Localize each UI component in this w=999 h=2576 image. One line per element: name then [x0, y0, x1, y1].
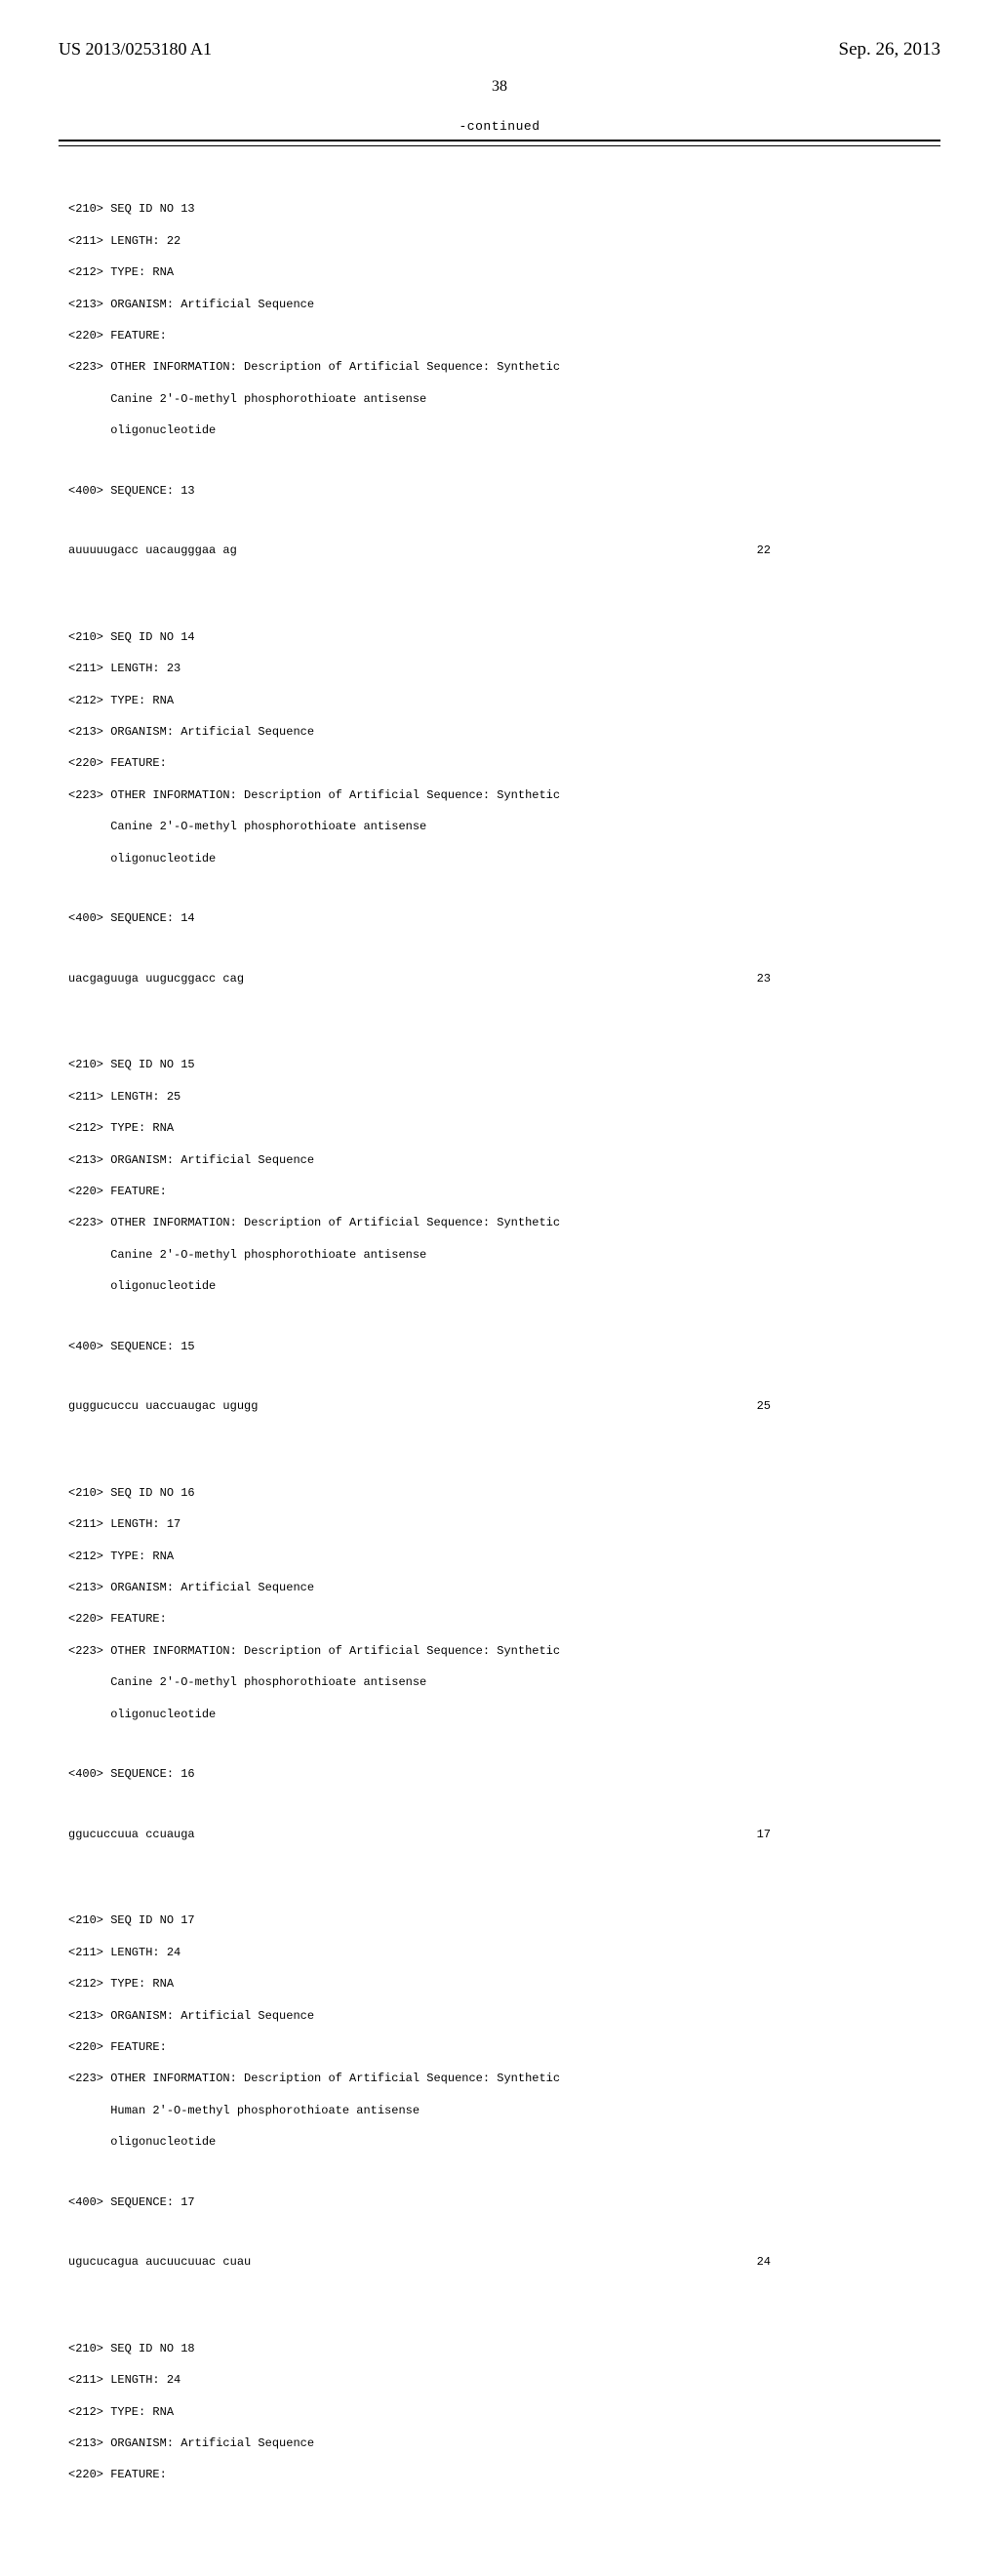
seq-feature-line: <220> FEATURE:	[68, 1184, 931, 1199]
top-rule	[59, 140, 940, 141]
seq-length: 17	[732, 1827, 771, 1842]
continued-label: -continued	[59, 119, 940, 134]
seq-organism-line: <213> ORGANISM: Artificial Sequence	[68, 297, 931, 312]
seq-id-line: <210> SEQ ID NO 16	[68, 1485, 931, 1501]
seq-id-line: <210> SEQ ID NO 13	[68, 201, 931, 217]
seq-id-line: <210> SEQ ID NO 15	[68, 1057, 931, 1072]
seq-feature-line: <220> FEATURE:	[68, 2467, 931, 2482]
seq-label: <400> SEQUENCE: 15	[68, 1339, 931, 1354]
seq-type-line: <212> TYPE: RNA	[68, 264, 931, 280]
seq-other-info: Human 2'-O-methyl phosphorothioate antis…	[68, 2103, 931, 2118]
seq-data-row: uacgaguuga uugucggacc cag 23	[68, 971, 771, 986]
seq-label: <400> SEQUENCE: 14	[68, 910, 931, 926]
seq-type-line: <212> TYPE: RNA	[68, 1120, 931, 1136]
seq-length-line: <211> LENGTH: 23	[68, 661, 931, 676]
seq-type-line: <212> TYPE: RNA	[68, 1976, 931, 1992]
seq-id-line: <210> SEQ ID NO 18	[68, 2341, 931, 2356]
seq-other-info: Canine 2'-O-methyl phosphorothioate anti…	[68, 391, 931, 407]
seq-block: <210> SEQ ID NO 15 <211> LENGTH: 25 <212…	[68, 1041, 931, 1429]
seq-organism-line: <213> ORGANISM: Artificial Sequence	[68, 2008, 931, 2024]
seq-other-info: <223> OTHER INFORMATION: Description of …	[68, 1643, 931, 1659]
seq-feature-line: <220> FEATURE:	[68, 1611, 931, 1627]
seq-feature-line: <220> FEATURE:	[68, 328, 931, 343]
seq-other-info: <223> OTHER INFORMATION: Description of …	[68, 1215, 931, 1230]
seq-length-line: <211> LENGTH: 24	[68, 1945, 931, 1960]
seq-other-info: Canine 2'-O-methyl phosphorothioate anti…	[68, 819, 931, 834]
seq-data: auuuuugacc uacaugggaa ag	[68, 543, 237, 558]
seq-length-line: <211> LENGTH: 25	[68, 1089, 931, 1105]
publication-number: US 2013/0253180 A1	[59, 39, 212, 60]
seq-organism-line: <213> ORGANISM: Artificial Sequence	[68, 1580, 931, 1595]
seq-organism-line: <213> ORGANISM: Artificial Sequence	[68, 724, 931, 740]
seq-block: <210> SEQ ID NO 18 <211> LENGTH: 24 <212…	[68, 2325, 931, 2499]
seq-length-line: <211> LENGTH: 17	[68, 1516, 931, 1532]
seq-label: <400> SEQUENCE: 17	[68, 2194, 931, 2210]
seq-data-row: guggucuccu uaccuaugac ugugg 25	[68, 1398, 771, 1414]
seq-other-info: <223> OTHER INFORMATION: Description of …	[68, 787, 931, 803]
seq-block: <210> SEQ ID NO 14 <211> LENGTH: 23 <212…	[68, 614, 931, 1002]
seq-length: 24	[732, 2254, 771, 2270]
seq-length-line: <211> LENGTH: 24	[68, 2372, 931, 2388]
seq-data: uacgaguuga uugucggacc cag	[68, 971, 244, 986]
seq-data-row: auuuuugacc uacaugggaa ag 22	[68, 543, 771, 558]
page-header: US 2013/0253180 A1 Sep. 26, 2013	[59, 39, 940, 60]
seq-type-line: <212> TYPE: RNA	[68, 693, 931, 708]
seq-id-line: <210> SEQ ID NO 17	[68, 1912, 931, 1928]
seq-other-info: <223> OTHER INFORMATION: Description of …	[68, 2071, 931, 2086]
seq-length: 25	[732, 1398, 771, 1414]
sequence-listing: <210> SEQ ID NO 13 <211> LENGTH: 22 <212…	[59, 146, 940, 2563]
seq-other-info: oligonucleotide	[68, 423, 931, 438]
seq-other-info: oligonucleotide	[68, 1278, 931, 1294]
seq-block: <210> SEQ ID NO 17 <211> LENGTH: 24 <212…	[68, 1897, 931, 2285]
seq-data: ggucuccuua ccuauga	[68, 1827, 195, 1842]
publication-date: Sep. 26, 2013	[839, 39, 941, 60]
seq-id-line: <210> SEQ ID NO 14	[68, 629, 931, 645]
page-number: 38	[59, 78, 940, 96]
seq-block: <210> SEQ ID NO 13 <211> LENGTH: 22 <212…	[68, 185, 931, 574]
seq-data-row: ggucuccuua ccuauga 17	[68, 1827, 771, 1842]
seq-organism-line: <213> ORGANISM: Artificial Sequence	[68, 2435, 931, 2451]
seq-data-row: ugucucagua aucuucuuac cuau 24	[68, 2254, 771, 2270]
seq-other-info: oligonucleotide	[68, 851, 931, 866]
seq-length: 23	[732, 971, 771, 986]
seq-data: guggucuccu uaccuaugac ugugg	[68, 1398, 258, 1414]
seq-other-info: oligonucleotide	[68, 2134, 931, 2150]
seq-other-info: Canine 2'-O-methyl phosphorothioate anti…	[68, 1674, 931, 1690]
seq-label: <400> SEQUENCE: 16	[68, 1766, 931, 1782]
seq-data: ugucucagua aucuucuuac cuau	[68, 2254, 251, 2270]
seq-block: <210> SEQ ID NO 16 <211> LENGTH: 17 <212…	[68, 1469, 931, 1858]
seq-feature-line: <220> FEATURE:	[68, 2039, 931, 2055]
seq-type-line: <212> TYPE: RNA	[68, 2404, 931, 2420]
patent-page: US 2013/0253180 A1 Sep. 26, 2013 38 -con…	[0, 0, 999, 2576]
seq-length-line: <211> LENGTH: 22	[68, 233, 931, 249]
seq-length: 22	[732, 543, 771, 558]
seq-label: <400> SEQUENCE: 13	[68, 483, 931, 499]
seq-other-info: <223> OTHER INFORMATION: Description of …	[68, 359, 931, 375]
seq-feature-line: <220> FEATURE:	[68, 755, 931, 771]
seq-type-line: <212> TYPE: RNA	[68, 1549, 931, 1564]
seq-organism-line: <213> ORGANISM: Artificial Sequence	[68, 1152, 931, 1168]
seq-other-info: Canine 2'-O-methyl phosphorothioate anti…	[68, 1247, 931, 1263]
seq-other-info: oligonucleotide	[68, 1707, 931, 1722]
